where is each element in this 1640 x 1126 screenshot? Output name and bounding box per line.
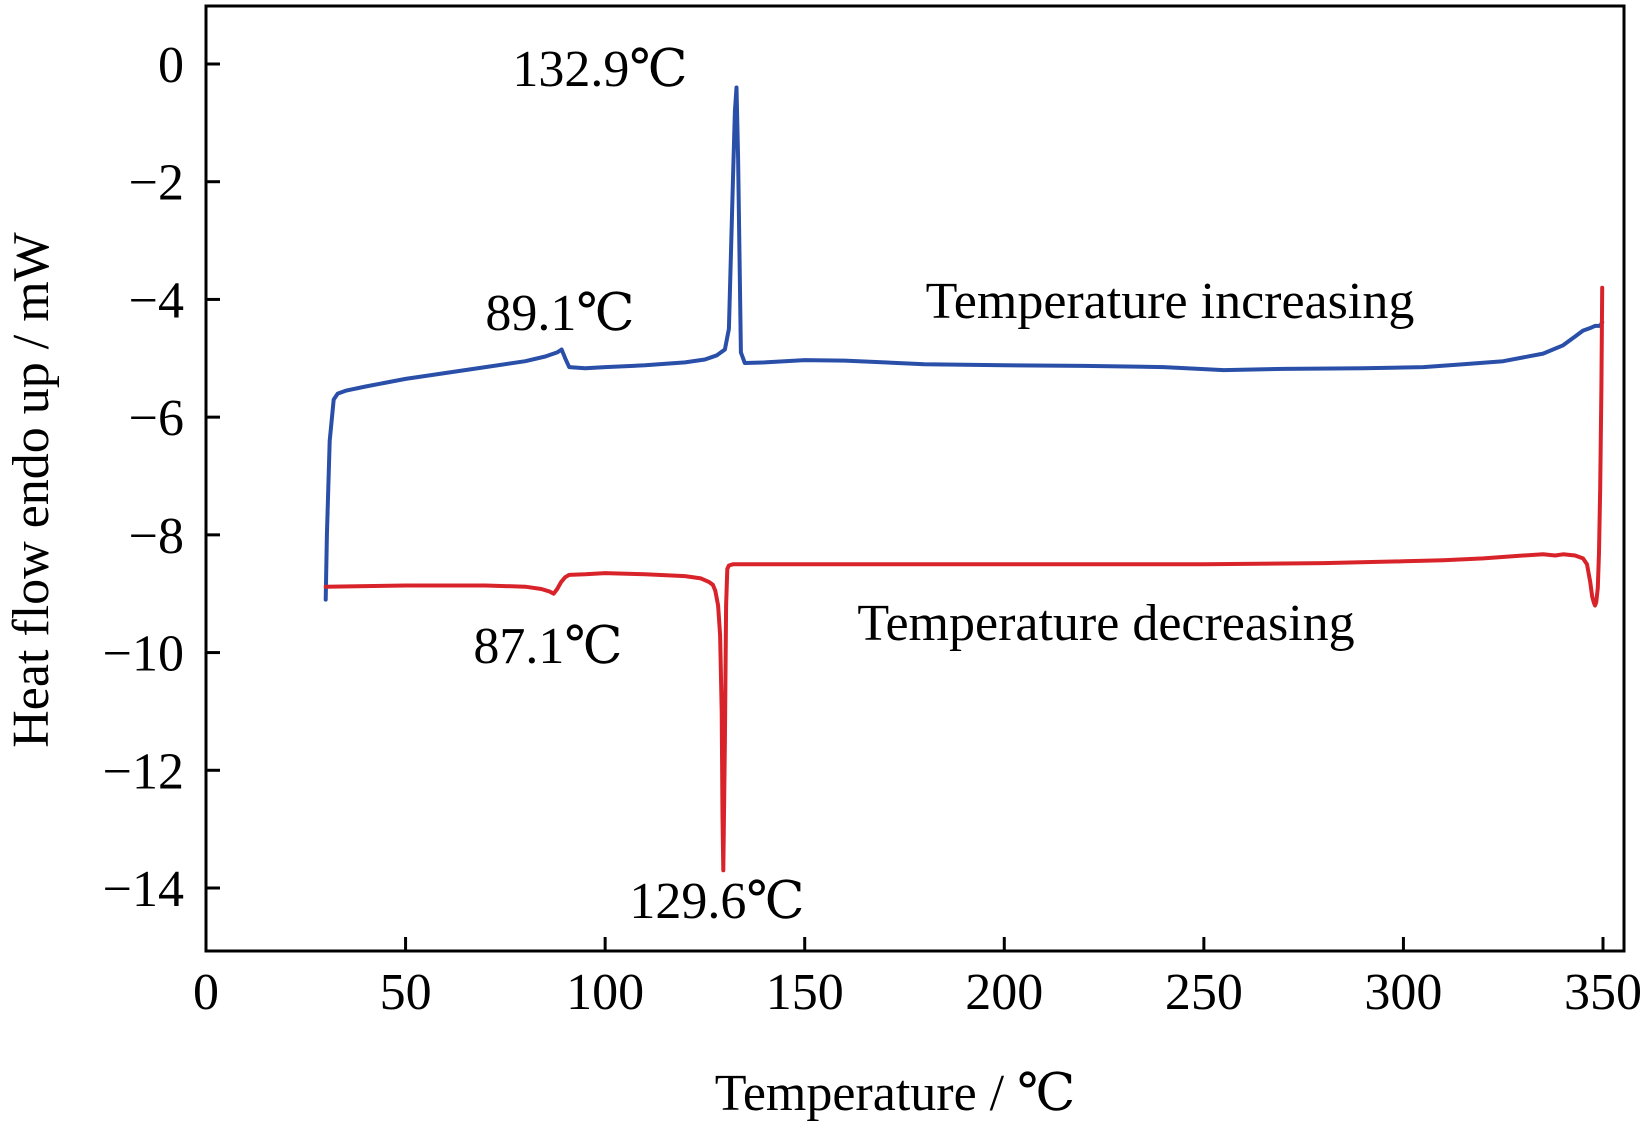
annotation-label: 132.9℃ bbox=[512, 41, 687, 98]
annotation-label: 129.6℃ bbox=[629, 873, 804, 930]
y-tick-label: −14 bbox=[103, 861, 184, 918]
x-tick-label: 300 bbox=[1364, 964, 1442, 1021]
x-tick-label: 200 bbox=[965, 964, 1043, 1021]
y-tick-label: −8 bbox=[129, 508, 184, 565]
plot-frame bbox=[204, 4, 1626, 953]
annotation-label: Temperature increasing bbox=[926, 273, 1415, 330]
annotation-label: Temperature decreasing bbox=[857, 595, 1354, 652]
y-tick-label: −2 bbox=[129, 155, 184, 212]
x-tick-label: 50 bbox=[380, 964, 432, 1021]
x-axis-title: Temperature / ℃ bbox=[715, 1065, 1076, 1122]
series-line-temperature-decreasing bbox=[323, 285, 1605, 873]
y-tick-label: −6 bbox=[129, 390, 184, 447]
x-tick-label: 0 bbox=[193, 964, 219, 1021]
y-tick-label: −12 bbox=[103, 743, 184, 800]
y-axis-ticks: 0 −2 −4 −6 −8 −10 −12 −14 bbox=[103, 37, 220, 918]
y-tick-label: 0 bbox=[158, 37, 184, 94]
series-line-temperature-increasing bbox=[323, 85, 1605, 602]
annotation-label: 89.1℃ bbox=[485, 285, 634, 342]
y-tick-label: −4 bbox=[129, 272, 184, 329]
x-tick-label: 250 bbox=[1165, 964, 1243, 1021]
x-tick-label: 100 bbox=[566, 964, 644, 1021]
x-tick-label: 150 bbox=[766, 964, 844, 1021]
x-axis-ticks: 0 50 100 150 200 250 300 350 bbox=[193, 937, 1640, 1021]
annotation-label: 87.1℃ bbox=[473, 618, 622, 675]
y-axis-title: Heat flow endo up / mW bbox=[3, 232, 60, 748]
data-series bbox=[323, 85, 1605, 873]
annotations: 132.9℃ 89.1℃ 87.1℃ 129.6℃ Temperature increa… bbox=[473, 41, 1414, 930]
x-tick-label: 350 bbox=[1564, 964, 1640, 1021]
y-tick-label: −10 bbox=[103, 626, 184, 683]
